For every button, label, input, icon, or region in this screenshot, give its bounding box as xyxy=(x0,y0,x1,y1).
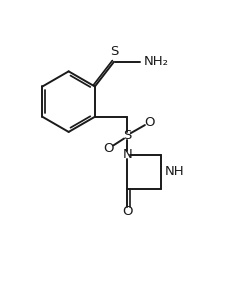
Text: O: O xyxy=(122,205,133,218)
Text: NH₂: NH₂ xyxy=(144,55,169,68)
Text: NH: NH xyxy=(165,165,185,178)
Text: O: O xyxy=(145,116,155,129)
Text: O: O xyxy=(103,142,114,155)
Text: S: S xyxy=(123,129,132,142)
Text: S: S xyxy=(110,45,118,58)
Text: N: N xyxy=(123,149,132,161)
